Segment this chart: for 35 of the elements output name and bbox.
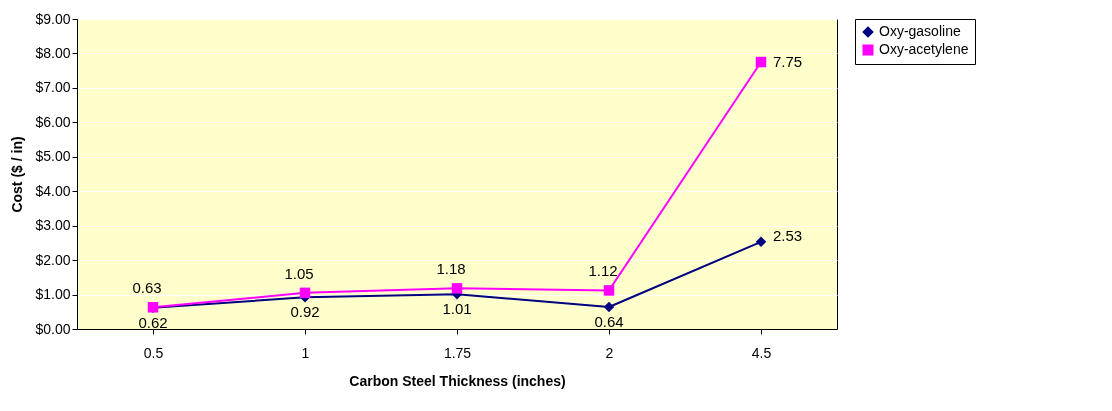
legend-label: Oxy-gasoline [879, 23, 961, 39]
data-label: 1.18 [436, 260, 466, 278]
point [451, 283, 463, 294]
legend-label: Oxy-acetylene [879, 41, 969, 57]
y-tick-label: $5.00 [35, 148, 71, 165]
data-label: 7.75 [773, 53, 803, 71]
point [755, 56, 767, 68]
y-tick-label: $0.00 [35, 320, 71, 337]
y-tick-label: $7.00 [35, 79, 71, 96]
y-tick-label: $9.00 [35, 10, 71, 27]
data-label: 1.01 [442, 300, 472, 318]
point [299, 287, 311, 299]
x-tick-label: 2 [605, 344, 614, 361]
data-label: 0.63 [132, 279, 162, 297]
y-tick-label: $3.00 [35, 217, 71, 234]
data-label: 0.92 [290, 303, 320, 321]
y-axis-title: Cost ($ / in) [9, 136, 26, 213]
data-label: 0.64 [594, 312, 624, 330]
x-axis-title: Carbon Steel Thickness (inches) [349, 372, 566, 389]
point [603, 301, 615, 313]
x-tick-label: 1.75 [443, 344, 472, 361]
y-tick-label: $4.00 [35, 182, 71, 199]
data-label: 0.62 [138, 313, 168, 331]
x-tick-label: 4.5 [751, 344, 772, 361]
point [755, 236, 767, 248]
data-label: 2.53 [773, 226, 803, 244]
y-tick-label: $2.00 [35, 251, 71, 268]
x-tick-label: 1 [301, 344, 310, 361]
data-label: 1.05 [284, 264, 314, 282]
y-tick-label: $6.00 [35, 113, 71, 130]
x-tick-label: 0.5 [143, 344, 164, 361]
data-label: 1.12 [588, 262, 618, 280]
y-tick-label: $1.00 [35, 286, 71, 303]
point [603, 285, 615, 296]
y-tick-label: $8.00 [35, 44, 71, 61]
